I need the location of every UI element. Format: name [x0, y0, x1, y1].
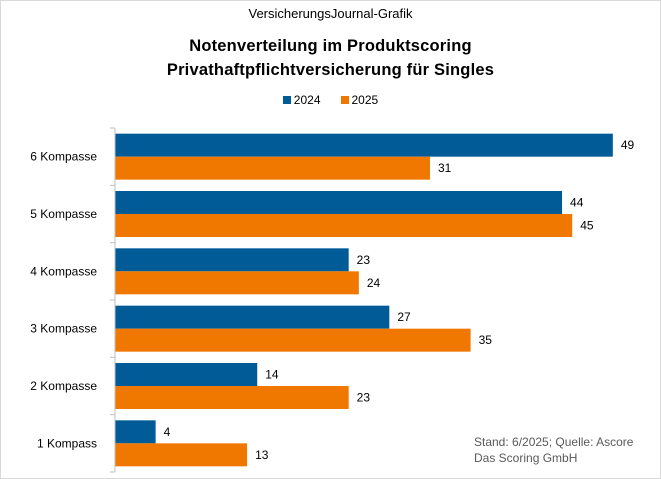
bar-2025: [115, 443, 248, 467]
bar-2025: [115, 214, 573, 237]
legend-swatch-2024: [282, 96, 291, 104]
bar-2024: [115, 248, 349, 272]
data-label-2024: 14: [265, 368, 279, 382]
category-label: 5 Kompasse: [30, 207, 97, 221]
source-footnote: Stand: 6/2025; Quelle: Ascore Das Scorin…: [474, 434, 633, 466]
data-label-2025: 35: [479, 333, 493, 347]
data-label-2024: 49: [621, 138, 635, 152]
bar-2025: [115, 271, 359, 295]
bar-2024: [115, 420, 156, 444]
category-label: 4 Kompasse: [30, 264, 97, 278]
category-label: 6 Kompasse: [30, 150, 97, 164]
chart-title-line-2: Privathaftpflichtversicherung für Single…: [166, 61, 495, 79]
bar-2025: [115, 386, 349, 409]
bar-2024: [115, 191, 563, 214]
chart-title: Notenverteilung im Produktscoring Privat…: [0, 34, 661, 82]
legend-item-2025: 2025: [340, 93, 379, 107]
category-label: 3 Kompasse: [30, 322, 97, 336]
footnote-line-1: Stand: 6/2025; Quelle: Ascore: [474, 435, 634, 449]
data-label-2025: 45: [580, 219, 594, 233]
bar-2024: [115, 305, 390, 329]
data-label-2025: 13: [255, 448, 269, 462]
footnote-line-2: Das Scoring GmbH: [474, 451, 578, 465]
bar-2024: [115, 133, 613, 157]
category-label: 1 Kompass: [37, 436, 97, 450]
bar-2025: [115, 328, 471, 352]
data-label-2024: 44: [570, 196, 584, 210]
data-label-2024: 4: [164, 425, 171, 439]
legend-label-2024: 2024: [293, 93, 321, 107]
data-label-2024: 23: [357, 253, 371, 267]
source-label: VersicherungsJournal-Grafik: [248, 6, 413, 21]
data-label-2025: 24: [367, 276, 381, 290]
bar-2024: [115, 363, 258, 386]
legend: 2024 2025: [0, 93, 661, 107]
chart-title-line-1: Notenverteilung im Produktscoring: [189, 37, 472, 55]
bar-2025: [115, 156, 430, 180]
data-label-2025: 23: [357, 391, 371, 405]
legend-swatch-2025: [340, 96, 349, 104]
data-label-2025: 31: [438, 161, 452, 175]
legend-item-2024: 2024: [282, 93, 321, 107]
legend-label-2025: 2025: [351, 93, 379, 107]
category-label: 2 Kompasse: [30, 379, 97, 393]
data-label-2024: 27: [397, 310, 411, 324]
